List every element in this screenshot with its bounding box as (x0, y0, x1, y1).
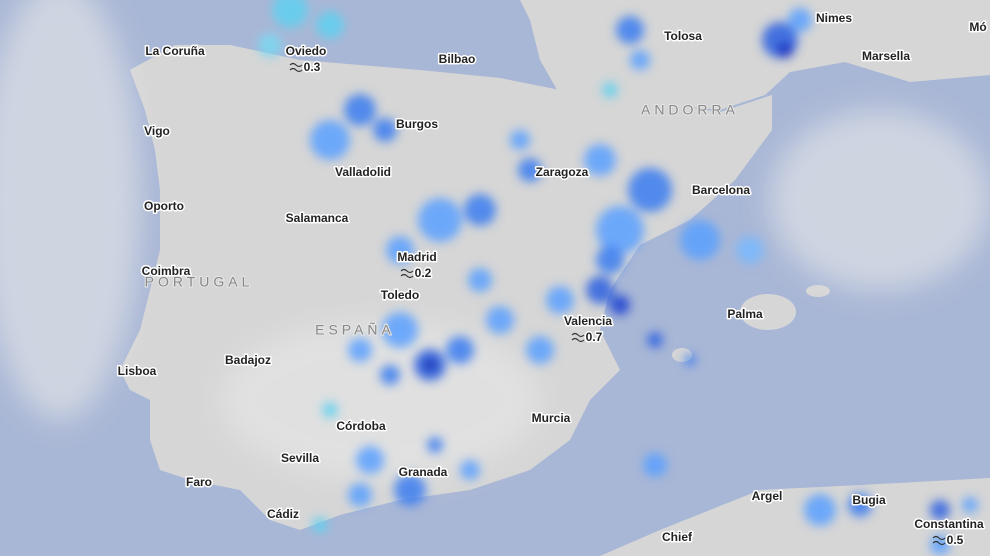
region-label: ANDORRA (641, 102, 739, 118)
place-label: La Coruña (145, 44, 205, 58)
rain-cell (394, 474, 426, 506)
rain-cell (630, 50, 650, 70)
rain-cell (680, 220, 720, 260)
rain-cell (258, 33, 282, 57)
rain-icon (571, 332, 585, 343)
place-label: Burgos (396, 117, 438, 131)
rain-cell (788, 8, 812, 32)
rain-cell (526, 336, 554, 364)
place-label: Cádiz (267, 507, 299, 521)
rain-cell (446, 336, 474, 364)
rain-cell (418, 198, 462, 242)
rain-cell (468, 268, 492, 292)
rain-cell (312, 517, 328, 533)
rain-cell (348, 338, 372, 362)
rain-cell (380, 365, 400, 385)
rain-cell (596, 206, 644, 254)
place-label: Salamanca (286, 211, 349, 225)
rain-cell (316, 11, 344, 39)
rain-cell (356, 446, 384, 474)
rain-cell (322, 402, 338, 418)
rain-cell (586, 276, 614, 304)
region-label: ESPAÑA (315, 322, 395, 338)
place-label: Vigo (144, 124, 170, 138)
rain-cell (777, 42, 793, 58)
rain-cell (647, 332, 663, 348)
rain-icon (400, 268, 414, 279)
place-label: Oporto (144, 199, 184, 213)
region-label: PORTUGAL (145, 274, 254, 290)
place-label: Murcia (532, 411, 571, 425)
rain-cell (930, 500, 950, 520)
rain-cell (486, 306, 514, 334)
rain-amount: 0.7 (586, 330, 603, 344)
rain-cell (616, 16, 644, 44)
rain-cell (386, 236, 414, 264)
rain-cell (962, 497, 978, 513)
rain-cell (930, 535, 950, 555)
rain-cell (272, 0, 308, 28)
rain-cell (464, 194, 496, 226)
rain-cell (348, 483, 372, 507)
rain-cell (804, 494, 836, 526)
rain-cell (373, 118, 397, 142)
rain-cell (510, 130, 530, 150)
rain-cell (848, 493, 872, 517)
place-label: Zaragoza (536, 165, 589, 179)
place-label: Valencia (564, 314, 612, 328)
rain-cell (684, 354, 696, 366)
place-label: Córdoba (336, 419, 386, 433)
rain-cell (427, 437, 443, 453)
labels: La Coruña Oviedo 0.3 Bilbao Tolosa Nimes Mó Mar… (116, 10, 988, 549)
rain-cell (460, 460, 480, 480)
place-label: Argel (752, 489, 783, 503)
rain-cell (596, 246, 624, 274)
place-label: Madrid (397, 250, 436, 264)
place-label: Nimes (816, 11, 852, 25)
rain-cell (423, 358, 437, 372)
place-label: Coimbra (142, 264, 191, 278)
place-label: Lisboa (118, 364, 157, 378)
rain-cell (546, 286, 574, 314)
rain-icon (932, 535, 946, 546)
place-label: Constantina (914, 517, 984, 531)
rain-icon (289, 62, 303, 73)
place-label: Marsella (862, 49, 910, 63)
rain-cell (736, 236, 764, 264)
rain-amount: 0.2 (415, 266, 432, 280)
precipitation (258, 0, 978, 555)
place-label: Oviedo (286, 44, 327, 58)
place-label: Toledo (381, 288, 419, 302)
place-label: Palma (727, 307, 763, 321)
place-label: Chief (662, 530, 693, 544)
rain-cell (628, 168, 672, 212)
place-label: Mó (969, 20, 986, 34)
rain-cell (310, 120, 350, 160)
rain-cell (610, 295, 630, 315)
place-label: Granada (399, 465, 448, 479)
place-label: Bilbao (439, 52, 476, 66)
rain-cell (602, 82, 618, 98)
place-label: Bugia (852, 493, 886, 507)
rain-cell (344, 94, 376, 126)
rain-cell (643, 453, 667, 477)
place-label: Sevilla (281, 451, 319, 465)
rain-amount: 0.3 (304, 60, 321, 74)
rain-cell (518, 158, 542, 182)
place-label: Faro (186, 475, 212, 489)
rain-cell (584, 144, 616, 176)
rain-amount: 0.5 (947, 533, 964, 547)
place-label: Badajoz (225, 353, 271, 367)
place-label: Tolosa (664, 29, 702, 43)
place-label: Valladolid (335, 165, 391, 179)
place-label: Barcelona (692, 183, 750, 197)
rain-cell (382, 312, 418, 348)
